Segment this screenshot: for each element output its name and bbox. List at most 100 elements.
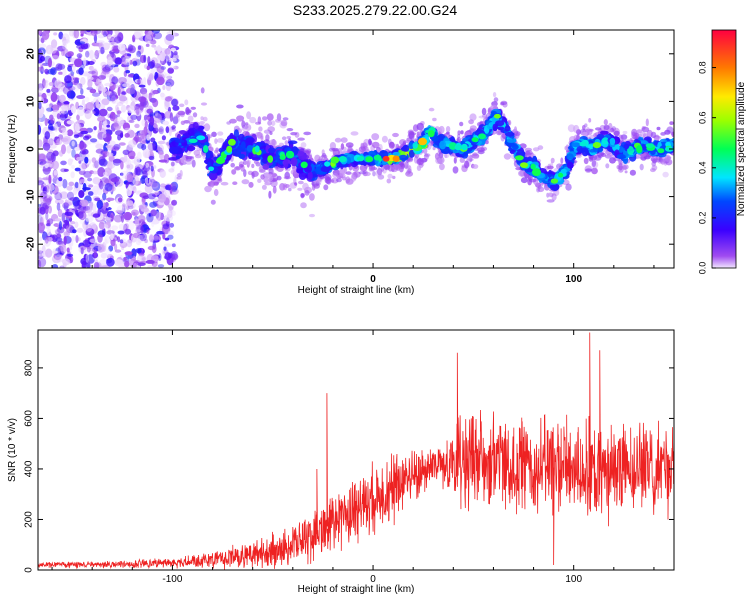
spectrogram-noise-blob [58, 31, 64, 40]
spectrogram-noise-blob [117, 116, 124, 127]
spectrogram-peak-blob [558, 172, 564, 178]
spectrogram-noise-blob [111, 95, 117, 104]
spectrogram-peak-blob [520, 162, 528, 169]
spectrogram-haze-blob [457, 130, 461, 136]
spectrogram-haze-blob [665, 154, 671, 162]
spectrogram-haze-blob [232, 181, 238, 185]
spectrogram-peak-blob [285, 150, 295, 159]
spectrogram-peak-blob [300, 161, 308, 169]
spectrogram-noise-blob [132, 186, 137, 194]
spectrogram-noise-blob [159, 153, 164, 160]
spectrogram-peak-blob [454, 144, 463, 151]
spectrogram-haze-blob [384, 165, 391, 171]
spectrogram-noise-blob [118, 263, 125, 268]
spectrogram-peak-blob [461, 143, 468, 151]
spectrogram-noise-blob [102, 171, 108, 177]
spectrogram-noise-blob [62, 178, 68, 189]
spectrogram-noise-blob [39, 206, 46, 215]
spectrogram-noise-blob [127, 200, 134, 207]
spectrogram-noise-blob [95, 148, 105, 154]
spectrogram-peak-blob [392, 155, 400, 162]
spectrogram-noise-blob [86, 245, 91, 253]
spectrogram-noise-blob [85, 140, 92, 145]
spectrogram-haze-blob [515, 167, 522, 171]
spectrogram-ridge-blob [627, 146, 634, 155]
spectrogram-noise-blob [101, 132, 107, 139]
spectrogram-noise-blob [53, 170, 58, 176]
spectrogram-noise-blob [66, 116, 72, 120]
spectrogram-haze-blob [300, 202, 307, 209]
spectrogram-noise-blob [135, 248, 142, 254]
spectrogram-noise-blob [74, 200, 82, 210]
spectrogram-noise-blob [87, 191, 94, 196]
spectrogram-noise-blob [87, 261, 91, 268]
spectrogram-noise-blob [76, 227, 84, 233]
spectrogram-noise-blob [51, 234, 58, 243]
colorbar: 0.00.20.40.60.8 Normalized spectral ampl… [697, 29, 747, 275]
spectrogram-peak-blob [550, 178, 559, 184]
spectrogram-noise-blob [80, 30, 85, 35]
spectrogram-noise-blob [68, 158, 74, 163]
spectrogram-noise-blob [58, 71, 63, 75]
spectrogram-noise-blob [75, 235, 79, 243]
spectrogram-haze-blob [639, 131, 647, 138]
spectrogram-noise-blob [150, 137, 156, 143]
spectrogram-haze-blob [200, 102, 208, 106]
spectrogram-noise-blob [92, 30, 102, 35]
spectrogram-noise-blob [62, 42, 67, 50]
spectrogram-noise-blob [46, 88, 51, 93]
spectrogram-noise-blob [153, 113, 162, 123]
spectrogram-haze-blob [593, 133, 597, 138]
colorbar-tick-label: 0.0 [697, 262, 707, 275]
spectrogram-noise-blob [81, 163, 88, 170]
spectrogram-noise-blob [127, 53, 132, 57]
spectrogram-haze-blob [345, 176, 351, 184]
spectrogram-noise-blob [158, 253, 162, 261]
spectrogram-noise-blob [55, 63, 63, 71]
spectrogram-noise-blob [116, 110, 122, 114]
spectrogram-noise-blob [72, 83, 80, 92]
spectrogram-noise-blob [151, 181, 161, 192]
spectrogram-noise-blob [51, 55, 60, 61]
spectrogram-noise-blob [50, 44, 58, 54]
spectrogram-noise-blob [117, 77, 127, 84]
spectrogram-noise-blob [168, 126, 172, 137]
spectrogram-peak-blob [471, 137, 479, 143]
spectrogram-noise-blob [97, 244, 104, 253]
spectrogram-noise-blob [70, 105, 77, 114]
spectrogram-noise-blob [50, 131, 56, 141]
spectrogram-noise-blob [44, 163, 49, 169]
spectrogram-haze-blob [258, 126, 263, 132]
spectrogram-ridge-blob [408, 142, 414, 150]
spectrogram-haze-blob [528, 178, 537, 183]
spectrogram-haze-blob [241, 179, 250, 185]
spectrogram-noise-blob [85, 102, 94, 111]
spectrogram-haze-blob [503, 153, 511, 160]
spectrogram-noise-blob [127, 73, 135, 78]
spectrogram-haze-blob [381, 135, 388, 143]
snr-marks [38, 332, 674, 570]
spectrogram-haze-blob [439, 163, 445, 171]
spectrogram-noise-blob [96, 84, 105, 91]
spectrogram-haze-blob [459, 121, 464, 127]
spectrogram-noise-blob [79, 199, 89, 207]
spectrogram-noise-blob [75, 123, 80, 132]
spectrogram-haze-blob [177, 110, 186, 116]
spectrogram-noise-blob [145, 259, 155, 264]
spectrogram-noise-blob [50, 92, 58, 103]
spectrogram-noise-blob [150, 182, 159, 189]
spectrogram-peak-blob [226, 145, 233, 153]
spectrogram-noise-blob [67, 191, 74, 200]
spectrogram-noise-blob [153, 123, 158, 129]
spectrogram-haze-blob [220, 181, 229, 186]
spectrogram-ridge-blob [168, 157, 179, 161]
spectrogram-noise-blob [171, 200, 177, 206]
spectrogram-noise-blob [82, 205, 91, 211]
spectrogram-haze-blob [481, 114, 488, 118]
top-ytick-label: 0 [26, 146, 37, 152]
spectrogram-haze-blob [297, 187, 303, 191]
spectrogram-noise-blob [163, 189, 171, 198]
spectrogram-noise-blob [65, 225, 70, 235]
colorbar-tick-label: 0.6 [697, 111, 707, 124]
